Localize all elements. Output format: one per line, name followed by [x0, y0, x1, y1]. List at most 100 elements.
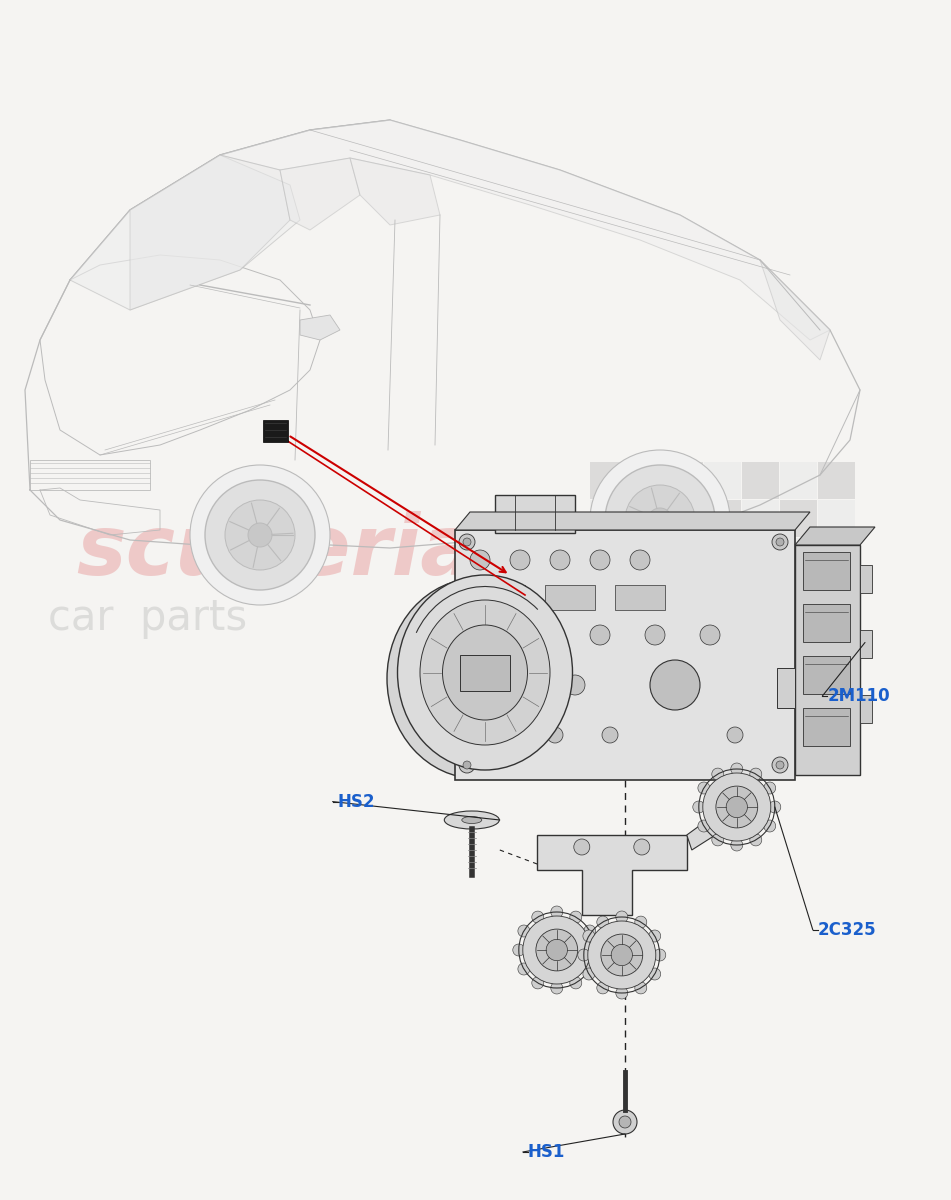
Circle shape [711, 768, 724, 780]
Bar [666, 690, 703, 727]
Circle shape [768, 802, 781, 814]
Text: scuderia: scuderia [76, 511, 476, 593]
Circle shape [590, 550, 610, 570]
Bar [628, 614, 665, 650]
Bar [742, 690, 779, 727]
Polygon shape [795, 527, 875, 545]
Bar [818, 652, 855, 689]
Circle shape [459, 757, 475, 773]
Bar [818, 462, 855, 499]
Bar [780, 576, 817, 613]
Circle shape [772, 534, 788, 550]
Bar [666, 462, 703, 499]
Bar [475, 584, 525, 610]
Bar [818, 614, 855, 650]
Ellipse shape [444, 811, 499, 829]
Circle shape [650, 660, 700, 710]
Bar [795, 545, 860, 775]
Circle shape [463, 761, 471, 769]
Circle shape [716, 786, 758, 828]
Text: 2M110: 2M110 [827, 686, 890, 704]
Polygon shape [70, 155, 300, 310]
Bar [704, 500, 741, 538]
Circle shape [518, 962, 530, 974]
Bar [628, 500, 665, 538]
Bar [590, 500, 627, 538]
Circle shape [700, 625, 720, 646]
Bar [818, 500, 855, 538]
Circle shape [590, 450, 730, 590]
Circle shape [573, 839, 590, 854]
Bar [704, 652, 741, 689]
Circle shape [475, 674, 495, 695]
Bar [615, 584, 665, 610]
Bar [780, 538, 817, 575]
Circle shape [518, 925, 530, 937]
Circle shape [583, 930, 595, 942]
Circle shape [565, 674, 585, 695]
Circle shape [470, 550, 490, 570]
Bar [628, 462, 665, 499]
Bar [818, 538, 855, 575]
Bar [666, 614, 703, 650]
Bar [455, 530, 795, 780]
Bar [590, 462, 627, 499]
Circle shape [635, 982, 647, 994]
Bar [495, 494, 575, 533]
Bar [818, 576, 855, 613]
Circle shape [730, 839, 743, 851]
Circle shape [776, 538, 784, 546]
Circle shape [764, 820, 776, 832]
Circle shape [532, 911, 544, 923]
Polygon shape [220, 120, 830, 340]
Bar [263, 420, 288, 442]
Bar [860, 565, 872, 593]
Circle shape [523, 916, 591, 984]
Bar [704, 462, 741, 499]
Circle shape [551, 982, 563, 994]
Circle shape [480, 625, 500, 646]
Circle shape [649, 930, 661, 942]
Bar [704, 538, 741, 575]
Circle shape [776, 761, 784, 769]
Bar [704, 690, 741, 727]
Circle shape [190, 464, 330, 605]
Circle shape [597, 916, 609, 928]
Circle shape [698, 820, 709, 832]
Polygon shape [280, 158, 360, 230]
Circle shape [772, 757, 788, 773]
Circle shape [602, 727, 618, 743]
Ellipse shape [462, 816, 482, 823]
Circle shape [625, 485, 695, 554]
Circle shape [653, 949, 666, 961]
Bar [860, 630, 872, 658]
Circle shape [570, 977, 582, 989]
Bar [666, 652, 703, 689]
Bar [803, 656, 850, 694]
Bar [803, 708, 850, 746]
Bar [460, 654, 510, 690]
Text: HS1: HS1 [528, 1142, 565, 1162]
Circle shape [547, 727, 563, 743]
Bar [590, 576, 627, 613]
Bar [860, 695, 872, 722]
Circle shape [597, 982, 609, 994]
Circle shape [588, 922, 656, 989]
Bar [780, 652, 817, 689]
Circle shape [727, 727, 743, 743]
Bar [780, 690, 817, 727]
Circle shape [551, 906, 563, 918]
Circle shape [635, 916, 647, 928]
Bar [742, 614, 779, 650]
Circle shape [648, 508, 672, 532]
Circle shape [459, 534, 475, 550]
Polygon shape [130, 155, 290, 310]
Bar [818, 690, 855, 727]
Bar [742, 538, 779, 575]
Circle shape [589, 944, 601, 956]
Circle shape [749, 834, 762, 846]
Circle shape [584, 962, 595, 974]
Bar [30, 460, 150, 490]
Circle shape [616, 986, 628, 998]
Bar [628, 538, 665, 575]
